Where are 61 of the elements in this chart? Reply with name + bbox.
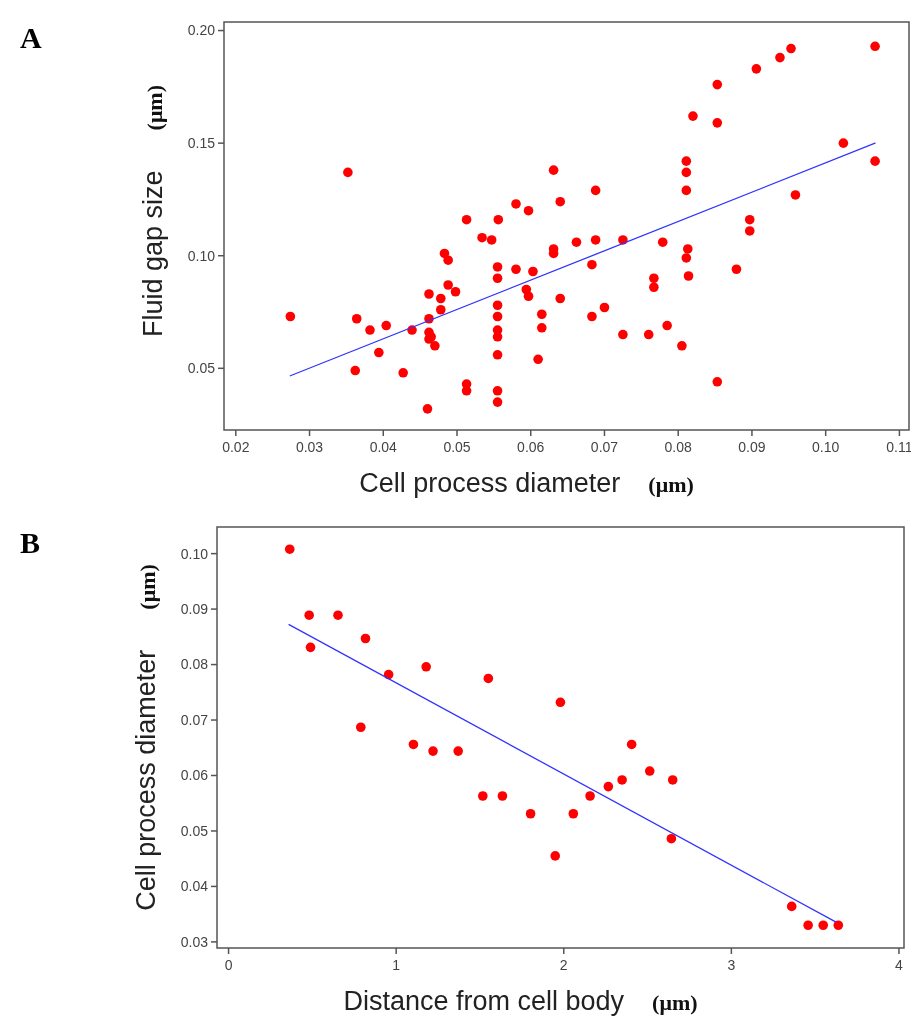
text: Cell process diameter (μm) [131, 564, 161, 911]
point [497, 791, 508, 801]
x-tick-label: 0.08 [664, 439, 693, 455]
y-tick-label: 0.10 [180, 545, 209, 562]
x-tick-label: 0.04 [369, 439, 398, 455]
x-tick-label: 1 [392, 957, 401, 973]
point [483, 673, 494, 684]
y-tick-label: 0.07 [180, 711, 209, 728]
text: Fluid gap size (μm) [138, 84, 168, 338]
y-tick-label: 0.05 [180, 822, 209, 839]
point [421, 661, 431, 672]
x-tick-label: 0.07 [590, 439, 619, 455]
x-axis-title: Cell process diameter (μm) [359, 468, 694, 498]
x-tick-label: 3 [727, 957, 736, 973]
y-tick-label: 0.04 [180, 878, 209, 895]
x-tick-label: 0.02 [222, 439, 250, 455]
point [555, 697, 566, 708]
point [803, 920, 813, 931]
point [305, 642, 316, 653]
point [585, 791, 595, 801]
x-tick-label: 0.10 [812, 439, 840, 455]
y-tick-label: 0.05 [187, 360, 216, 377]
y-tick-label: 0.15 [187, 135, 216, 152]
x-axis-title: Distance from cell body (μm) [343, 986, 698, 1016]
x-tick-label: 4 [895, 957, 904, 973]
point [568, 808, 579, 819]
point [284, 544, 295, 554]
point [525, 808, 536, 819]
x-tick-label: 0.05 [443, 439, 471, 455]
point [304, 610, 314, 620]
point [626, 739, 637, 750]
chart-title: B [20, 526, 41, 559]
point [550, 851, 561, 861]
point [818, 920, 829, 931]
point [453, 746, 463, 756]
y-tick-label: 0.08 [180, 656, 209, 673]
chart-title: A [20, 21, 42, 54]
point [786, 901, 797, 912]
point [833, 920, 844, 931]
point [667, 775, 678, 785]
point [428, 746, 438, 756]
x-tick-label: 2 [559, 957, 568, 973]
point [603, 781, 614, 792]
x-tick-label: 0 [224, 957, 233, 973]
point [356, 722, 366, 733]
y-tick-label: 0.20 [187, 22, 216, 39]
y-tick-label: 0.10 [187, 247, 216, 264]
y-tick-label: 0.09 [180, 600, 209, 617]
y-tick-label: 0.06 [180, 767, 209, 784]
x-tick-label: 0.09 [738, 439, 766, 455]
point [360, 633, 371, 644]
point [408, 739, 419, 750]
point [478, 791, 488, 801]
x-tick-label: 0.03 [295, 439, 324, 455]
point [644, 766, 655, 776]
x-tick-label: 0.11 [886, 439, 911, 455]
point [666, 833, 677, 844]
point [333, 610, 343, 620]
x-tick-label: 0.06 [517, 439, 545, 455]
point [617, 775, 627, 785]
y-tick-label: 0.03 [180, 933, 209, 950]
